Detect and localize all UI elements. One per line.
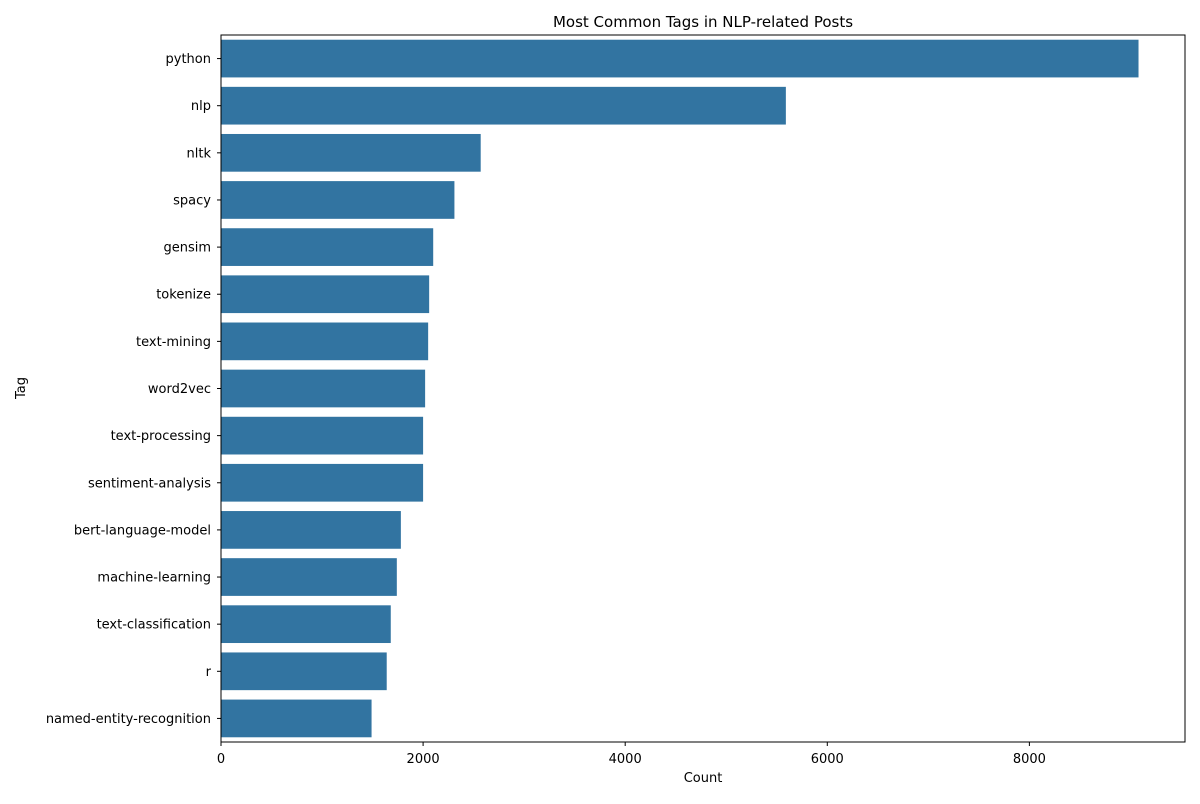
bar xyxy=(221,275,430,314)
bar xyxy=(221,416,424,455)
y-tick-label: text-mining xyxy=(136,335,211,350)
y-tick-label: sentiment-analysis xyxy=(88,476,211,491)
y-tick-label: text-classification xyxy=(97,618,211,633)
y-tick-label: tokenize xyxy=(156,288,211,303)
y-tick-label: bert-language-model xyxy=(74,523,211,538)
y-axis-label: Tag xyxy=(14,377,29,400)
y-tick-label: python xyxy=(166,52,211,67)
x-tick-label: 6000 xyxy=(811,752,844,767)
y-tick-label: nltk xyxy=(187,146,212,161)
x-tick-label: 8000 xyxy=(1013,752,1046,767)
x-tick-label: 0 xyxy=(217,752,225,767)
bar xyxy=(221,605,391,644)
y-tick-label: spacy xyxy=(173,193,211,208)
y-tick-label: text-processing xyxy=(111,429,211,444)
bar xyxy=(221,228,434,266)
x-ticks-group: 0 2000 4000 6000 8000 xyxy=(217,742,1046,767)
y-tick-label: gensim xyxy=(163,241,211,256)
bar xyxy=(221,699,372,738)
x-tick-label: 4000 xyxy=(609,752,642,767)
y-tick-label: nlp xyxy=(191,99,211,114)
bar xyxy=(221,322,429,361)
bar xyxy=(221,558,397,596)
bar xyxy=(221,369,426,408)
y-tick-label: named-entity-recognition xyxy=(46,712,211,727)
y-tick-label: machine-learning xyxy=(97,571,211,586)
bar xyxy=(221,39,1139,78)
bar xyxy=(221,133,481,172)
x-axis-label: Count xyxy=(684,771,723,786)
chart-title: Most Common Tags in NLP-related Posts xyxy=(553,13,853,31)
bar xyxy=(221,652,387,691)
bar xyxy=(221,511,401,549)
bar xyxy=(221,181,455,219)
plot-frame xyxy=(220,34,1186,743)
x-tick-label: 2000 xyxy=(407,752,440,767)
bar xyxy=(221,86,786,125)
bars-group xyxy=(221,39,1139,738)
y-tick-label: word2vec xyxy=(148,382,211,397)
y-ticks-group: python nlp nltk spacy gensim tokenize text-min… xyxy=(46,52,221,727)
y-tick-label: r xyxy=(206,665,212,680)
axes-frame xyxy=(220,34,1186,743)
bar xyxy=(221,463,424,502)
